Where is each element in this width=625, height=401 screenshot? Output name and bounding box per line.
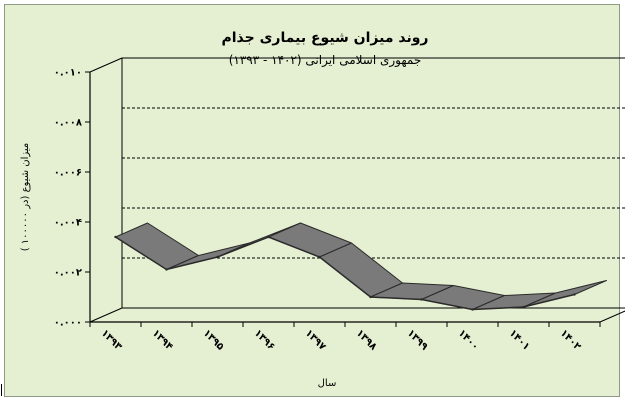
x-tick-label: ۱۴۰۱ bbox=[507, 328, 532, 353]
x-tick-label: ۱۳۹۴ bbox=[150, 328, 175, 353]
floor-edge bbox=[599, 310, 625, 323]
x-tick-label: ۱۳۹۳ bbox=[99, 328, 124, 353]
series-line bbox=[115, 236, 575, 311]
y-tick-label: ۰.۰۱۰ bbox=[54, 68, 82, 79]
data-point bbox=[471, 308, 474, 311]
y-tick-label: ۰.۰۰۶ bbox=[54, 168, 82, 179]
back-wall bbox=[121, 57, 625, 309]
x-tick-label: ۱۳۹۶ bbox=[252, 328, 277, 353]
data-point bbox=[522, 305, 525, 309]
chart-subtitle: جمهوری اسلامی ایرانی (۱۴۰۲ - ۱۳۹۳) bbox=[229, 53, 422, 68]
data-point bbox=[114, 235, 117, 239]
x-tick-label: ۱۴۰۰ bbox=[456, 328, 481, 353]
data-point bbox=[573, 293, 576, 296]
y-tick-label: ۰.۰۰۸ bbox=[54, 118, 82, 129]
x-tick-label: ۱۴۰۲ bbox=[558, 328, 583, 353]
x-tick-label: ۱۳۹۵ bbox=[201, 328, 226, 353]
data-point bbox=[165, 268, 168, 271]
wall-edge bbox=[89, 57, 123, 73]
y-axis-label: میزان شیوع (در ۱۰۰۰۰۰ ) bbox=[20, 143, 31, 252]
x-tick-label: ۱۳۹۹ bbox=[405, 328, 430, 353]
plot-area: ۰.۰۰۰ ۰.۰۰۲ ۰.۰۰۴ ۰.۰۰۶ ۰.۰۰۸ ۰.۰۱۰ ۱۳۹۳ ۱۳۹۴ ۱۳… bbox=[54, 57, 625, 353]
y-tick-label: ۰.۰۰۴ bbox=[54, 218, 82, 229]
x-tick-label: ۱۳۹۷ bbox=[303, 328, 328, 353]
y-tick-label: ۰.۰۰۲ bbox=[54, 268, 82, 279]
y-tick-label: ۰.۰۰۰ bbox=[54, 318, 82, 329]
x-axis-label: سال bbox=[318, 378, 337, 389]
chart-frame bbox=[4, 4, 620, 397]
edge-mark bbox=[1, 384, 2, 396]
data-point bbox=[369, 295, 372, 299]
data-point bbox=[318, 255, 321, 259]
data-point bbox=[216, 255, 219, 259]
data-point bbox=[420, 298, 423, 301]
x-tick-label: ۱۳۹۸ bbox=[354, 328, 379, 353]
chart-title: روند میزان شیوع بیماری جذام bbox=[221, 30, 428, 46]
data-point bbox=[267, 235, 270, 239]
floor-edge bbox=[89, 307, 123, 323]
